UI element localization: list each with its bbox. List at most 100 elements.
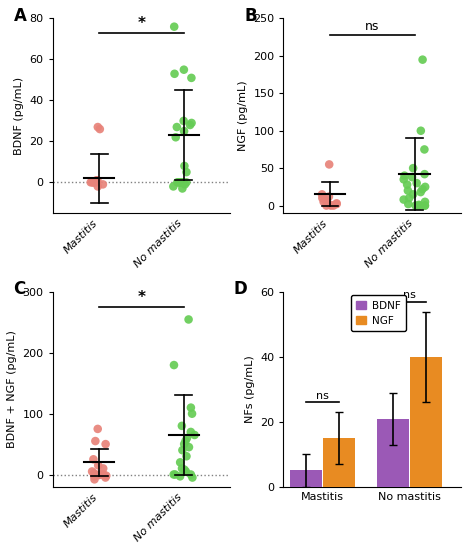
Point	[413, 179, 420, 188]
Point	[401, 171, 408, 180]
Point	[419, 55, 426, 64]
Point	[181, 162, 188, 170]
Point	[90, 472, 98, 481]
Point	[182, 437, 189, 446]
Point	[90, 178, 98, 187]
Point	[318, 190, 326, 199]
Point	[96, 470, 103, 479]
Point	[180, 65, 188, 74]
Point	[176, 472, 184, 481]
Point	[319, 194, 326, 202]
Bar	[410, 357, 442, 487]
Point	[175, 178, 183, 187]
Point	[417, 126, 424, 135]
Point	[182, 467, 190, 476]
Point	[326, 200, 334, 209]
Point	[412, 201, 419, 210]
Point	[181, 465, 188, 474]
Point	[421, 197, 429, 206]
Point	[94, 123, 102, 131]
Point	[178, 464, 186, 473]
Point	[170, 361, 178, 370]
Point	[178, 178, 186, 187]
Point	[93, 176, 100, 185]
Point	[174, 178, 181, 187]
Point	[421, 201, 429, 210]
Text: B: B	[244, 7, 257, 25]
Point	[176, 178, 184, 187]
Point	[327, 201, 335, 210]
Point	[94, 182, 102, 191]
Text: *: *	[138, 16, 146, 31]
Bar	[377, 419, 409, 487]
Point	[169, 182, 177, 191]
Point	[90, 469, 98, 478]
Bar	[290, 470, 322, 487]
Point	[325, 192, 333, 201]
Point	[183, 168, 190, 177]
Point	[180, 117, 187, 125]
Point	[87, 178, 95, 187]
Point	[416, 201, 423, 210]
Point	[100, 464, 107, 473]
Point	[172, 133, 180, 142]
Point	[89, 178, 97, 187]
Point	[176, 178, 183, 187]
Point	[404, 186, 412, 195]
Point	[95, 461, 102, 470]
Point	[88, 178, 96, 187]
Point	[181, 439, 188, 448]
Point	[325, 160, 333, 169]
Text: *: *	[138, 290, 146, 305]
Y-axis label: BDNF (pg/mL): BDNF (pg/mL)	[14, 76, 24, 155]
Point	[95, 471, 103, 480]
Point	[171, 470, 179, 479]
Point	[181, 180, 189, 189]
Point	[91, 475, 98, 484]
Legend: BDNF, NGF: BDNF, NGF	[351, 295, 406, 331]
Y-axis label: BDNF + NGF (pg/mL): BDNF + NGF (pg/mL)	[7, 331, 17, 448]
Point	[170, 470, 177, 479]
Point	[320, 197, 327, 206]
Text: D: D	[234, 280, 248, 299]
Point	[187, 403, 195, 412]
Point	[94, 425, 102, 433]
Point	[421, 201, 429, 210]
Point	[330, 201, 337, 210]
Point	[185, 315, 192, 324]
Point	[421, 183, 429, 191]
Point	[188, 119, 195, 128]
Point	[187, 470, 195, 479]
Point	[102, 473, 109, 482]
Point	[178, 421, 186, 430]
Point	[99, 180, 107, 189]
Point	[90, 455, 97, 464]
Point	[333, 200, 340, 208]
Point	[404, 200, 412, 208]
Text: ns: ns	[316, 390, 329, 401]
Y-axis label: NFs (pg/mL): NFs (pg/mL)	[245, 355, 255, 424]
Point	[185, 443, 193, 452]
Point	[410, 164, 417, 173]
Point	[321, 195, 329, 204]
Point	[403, 180, 411, 189]
Text: A: A	[14, 7, 27, 25]
Point	[102, 471, 110, 480]
Text: ns: ns	[365, 20, 380, 32]
Point	[179, 446, 186, 455]
Point	[189, 473, 196, 482]
Point	[102, 439, 110, 448]
Bar	[323, 438, 355, 487]
Text: C: C	[14, 280, 26, 299]
Point	[188, 409, 196, 418]
Point	[333, 199, 340, 208]
Point	[173, 123, 181, 131]
Point	[92, 178, 100, 187]
Y-axis label: NGF (pg/mL): NGF (pg/mL)	[238, 80, 248, 151]
Point	[171, 69, 178, 78]
Point	[88, 467, 96, 476]
Point	[183, 178, 190, 187]
Point	[92, 437, 99, 446]
Point	[191, 431, 198, 439]
Point	[183, 452, 190, 461]
